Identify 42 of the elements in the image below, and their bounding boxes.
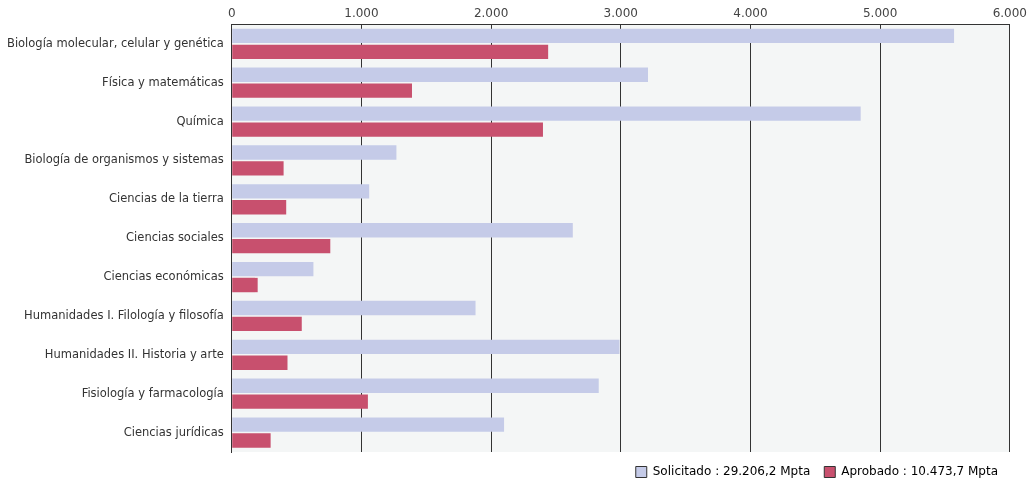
- x-tick-label: 5.000: [862, 6, 898, 21]
- x-tick-label: 3.000: [603, 6, 638, 21]
- x-tick-label: 2.000: [473, 6, 509, 21]
- y-tick-label: Fisiología y farmacología: [81, 385, 224, 400]
- bar: [232, 239, 331, 254]
- legend-label: Aprobado : 10.473,7 Mpta: [841, 464, 999, 479]
- bar: [232, 67, 649, 82]
- bar: [232, 355, 288, 370]
- y-tick-label: Humanidades I. Filología y filosofía: [24, 307, 224, 322]
- bar: [232, 417, 505, 432]
- y-tick-label: Ciencias de la tierra: [108, 191, 224, 206]
- x-tick-label: 6.000: [992, 6, 1027, 21]
- y-tick-label: Química: [176, 113, 224, 128]
- y-tick-label: Humanidades II. Historia y arte: [44, 346, 224, 361]
- bar: [232, 44, 549, 59]
- y-tick-label: Ciencias económicas: [103, 269, 224, 284]
- legend-label: Solicitado : 29.206,2 Mpta: [652, 464, 811, 479]
- y-tick-label: Biología molecular, celular y genética: [7, 35, 224, 50]
- bar: [232, 145, 397, 160]
- bar: [232, 316, 302, 332]
- x-tick-label: 0: [227, 6, 236, 21]
- bar: [232, 261, 314, 277]
- y-tick-label: Ciencias jurídicas: [123, 424, 224, 439]
- bar: [232, 277, 258, 293]
- y-tick-label: Biología de organismos y sistemas: [24, 152, 224, 167]
- bar: [232, 200, 287, 215]
- bar: [232, 223, 573, 238]
- bar: [232, 184, 370, 199]
- bar: [232, 83, 412, 98]
- y-tick-label: Física y matemáticas: [102, 74, 224, 89]
- bar: [232, 106, 861, 121]
- bar: [232, 339, 620, 355]
- bar: [232, 28, 955, 44]
- bar: [232, 378, 599, 393]
- x-tick-label: 1.000: [344, 6, 379, 21]
- bar: [232, 122, 543, 137]
- bar: [232, 433, 271, 448]
- x-tick-label: 4.000: [733, 6, 768, 21]
- bar: [232, 161, 284, 176]
- bar: [232, 394, 368, 409]
- bar: [232, 300, 476, 316]
- y-tick-label: Ciencias sociales: [126, 230, 224, 245]
